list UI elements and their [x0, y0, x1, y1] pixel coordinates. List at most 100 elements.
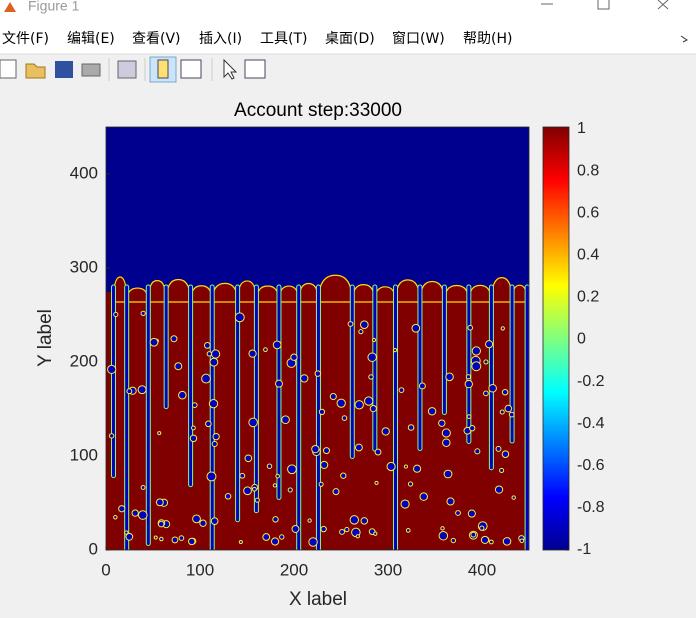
droplet — [263, 347, 268, 353]
droplet — [153, 535, 158, 540]
chart-title: Account step:33000 — [234, 100, 402, 121]
droplet — [170, 335, 178, 343]
droplet — [354, 443, 363, 452]
open-icon[interactable] — [25, 63, 46, 79]
droplet — [465, 374, 472, 380]
menu-item[interactable]: 文件(F) — [2, 31, 49, 47]
menu-item[interactable]: 查看(V) — [132, 31, 181, 47]
menu-item[interactable]: 编辑(E) — [67, 31, 115, 47]
droplet — [467, 509, 476, 518]
droplet — [155, 498, 164, 507]
droplet — [314, 370, 322, 377]
droplet — [332, 488, 340, 496]
menu-item[interactable]: 桌面(D) — [325, 31, 375, 47]
droplet — [443, 469, 453, 479]
droplet — [238, 539, 243, 544]
droplet — [191, 425, 196, 431]
close-button[interactable] — [657, 0, 669, 10]
droplet — [244, 454, 253, 463]
menu-item[interactable]: 帮助(H) — [463, 31, 512, 47]
droplet — [369, 404, 377, 413]
droplet — [419, 492, 428, 501]
menu-item[interactable]: 窗口(W) — [392, 30, 445, 47]
droplet — [364, 396, 374, 406]
property-icon[interactable] — [244, 59, 266, 79]
save-icon[interactable] — [55, 61, 73, 78]
droplet — [157, 431, 162, 436]
droplet — [234, 312, 245, 323]
droplet — [206, 351, 213, 357]
droplet — [483, 390, 489, 397]
droplet — [445, 372, 454, 382]
finger-cap — [443, 284, 470, 303]
droplet — [239, 472, 246, 479]
droplet — [137, 385, 147, 395]
legend-toggle[interactable] — [180, 59, 202, 79]
droplet — [438, 531, 449, 541]
droplet — [224, 492, 232, 500]
droplet — [108, 433, 115, 439]
droplet — [174, 362, 183, 371]
droplet — [113, 515, 118, 520]
droplet — [440, 526, 445, 531]
droplet — [501, 450, 510, 458]
finger-cap — [189, 285, 213, 303]
droplet — [374, 480, 379, 486]
colorbar-tick-label: 0.4 — [577, 247, 599, 264]
droplet — [374, 448, 382, 456]
droplet — [471, 346, 481, 356]
menu-arrow[interactable] — [680, 35, 688, 43]
menu-item[interactable]: 插入(I) — [199, 31, 242, 47]
droplet — [279, 534, 285, 540]
droplet — [407, 481, 414, 487]
droplet — [254, 497, 260, 503]
pointer-icon[interactable] — [223, 58, 238, 80]
colorbar-tick-label: -1 — [577, 541, 591, 558]
droplet — [201, 373, 211, 384]
new-icon[interactable] — [0, 59, 17, 79]
droplet — [248, 349, 257, 358]
droplet — [210, 349, 221, 359]
droplet — [272, 340, 282, 350]
droplet — [124, 530, 129, 535]
print-icon[interactable] — [81, 63, 101, 77]
droplet — [367, 352, 377, 362]
droplet — [411, 323, 421, 333]
droplet — [243, 486, 252, 496]
droplet — [418, 382, 426, 390]
droplet — [210, 517, 219, 526]
droplet — [107, 364, 117, 374]
menu-item[interactable]: 工具(T) — [260, 31, 307, 47]
link-icon[interactable] — [117, 60, 137, 79]
droplet — [266, 463, 273, 469]
y-tick-label: 200 — [70, 351, 98, 370]
droplet — [344, 526, 350, 533]
droplet — [281, 415, 290, 425]
droplet — [140, 310, 146, 317]
droplet — [479, 525, 485, 531]
droplet — [347, 321, 354, 327]
droplet — [212, 432, 220, 441]
y-tick-label: 300 — [70, 257, 98, 276]
droplet — [386, 461, 396, 472]
droplet — [467, 324, 474, 331]
droplet — [211, 440, 218, 448]
droplet — [381, 427, 390, 436]
droplet — [508, 411, 515, 418]
droplet — [441, 428, 451, 438]
droplet — [485, 340, 494, 349]
droplet — [262, 533, 271, 541]
droplet — [178, 390, 187, 400]
droplet — [189, 434, 198, 443]
droplet — [140, 484, 146, 490]
droplet — [442, 438, 451, 447]
menu-bar — [0, 16, 696, 54]
droplet — [274, 379, 283, 388]
droplet — [405, 528, 411, 533]
droplet — [413, 464, 422, 473]
x-tick-label: 0 — [101, 560, 110, 579]
maximize-button[interactable] — [597, 0, 610, 10]
y-tick-label: 400 — [70, 163, 98, 182]
droplet — [300, 374, 309, 383]
